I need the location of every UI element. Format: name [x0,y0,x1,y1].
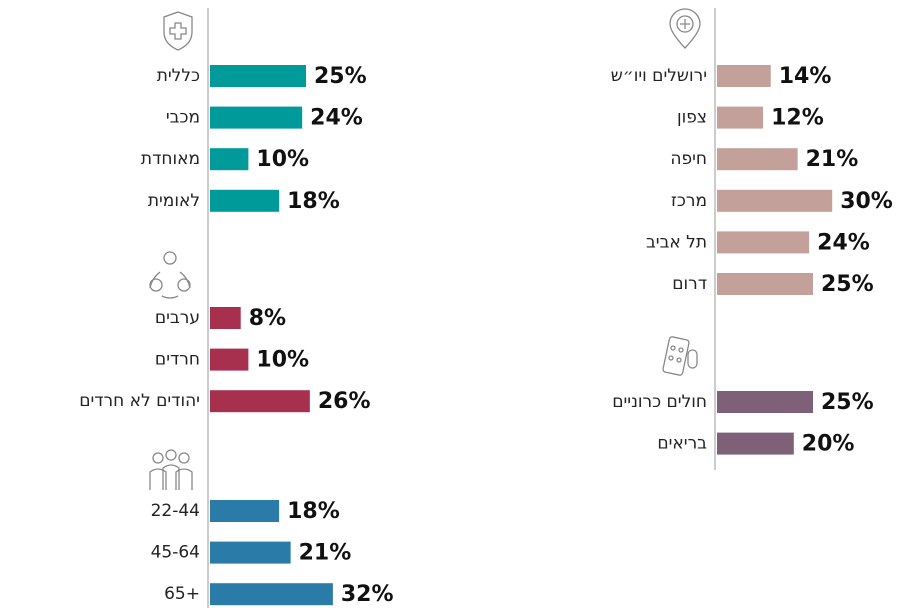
pills-icon [662,336,698,376]
value-label: 21% [806,147,859,172]
category-label: כללית [157,66,200,86]
location-icon [669,8,701,49]
value-label: 14% [779,64,832,89]
category-label: בריאים [657,434,707,454]
bar [210,541,291,564]
value-label: 20% [802,432,855,457]
value-label: 25% [314,64,367,89]
value-label: 10% [256,147,309,172]
bar [210,500,280,522]
value-label: 32% [341,582,394,607]
category-label: ירושלים ויו״ש [611,66,707,86]
category-label: לאומית [148,191,200,211]
bar [210,583,333,606]
bar [717,189,833,212]
bar [717,231,810,254]
category-label: מאוחדת [141,149,200,169]
category-label: תל אביב [646,232,707,252]
bar [210,390,310,413]
value-label: 30% [840,189,893,214]
shield-icon [163,11,193,51]
bar [210,189,280,212]
bar [717,148,798,171]
category-label: ערבים [155,308,200,328]
bar [717,273,813,295]
value-label: 12% [771,106,824,131]
value-label: 26% [318,389,371,414]
people-icon [149,251,191,299]
value-label: 21% [299,541,352,566]
value-label: 10% [256,348,309,373]
value-label: 25% [821,390,874,415]
value-label: 24% [817,230,870,255]
category-label: מרכז [671,191,707,211]
category-label: 45-64 [151,543,200,563]
category-label: חרדים [155,350,200,370]
category-label: יהודים לא חרדים [79,391,200,411]
bar [210,106,303,129]
category-label: מכבי [166,108,200,128]
bar [210,307,241,329]
bar [717,391,813,413]
bar [717,106,764,129]
category-label: חיפה [670,149,707,169]
category-label: חולים כרוניים [612,392,707,412]
category-label: דרום [672,274,707,294]
category-label: צפון [677,108,707,128]
value-label: 18% [287,189,340,214]
category-label: 22-44 [151,501,200,521]
value-label: 24% [310,106,363,131]
value-label: 18% [287,499,340,524]
bar [210,348,249,371]
value-label: 8% [249,306,286,331]
bar [210,65,306,87]
bar [717,65,771,87]
bar [210,148,249,171]
category-label: 65+ [164,584,200,604]
value-label: 25% [821,272,874,297]
family-icon [149,449,193,490]
bar [717,432,794,455]
